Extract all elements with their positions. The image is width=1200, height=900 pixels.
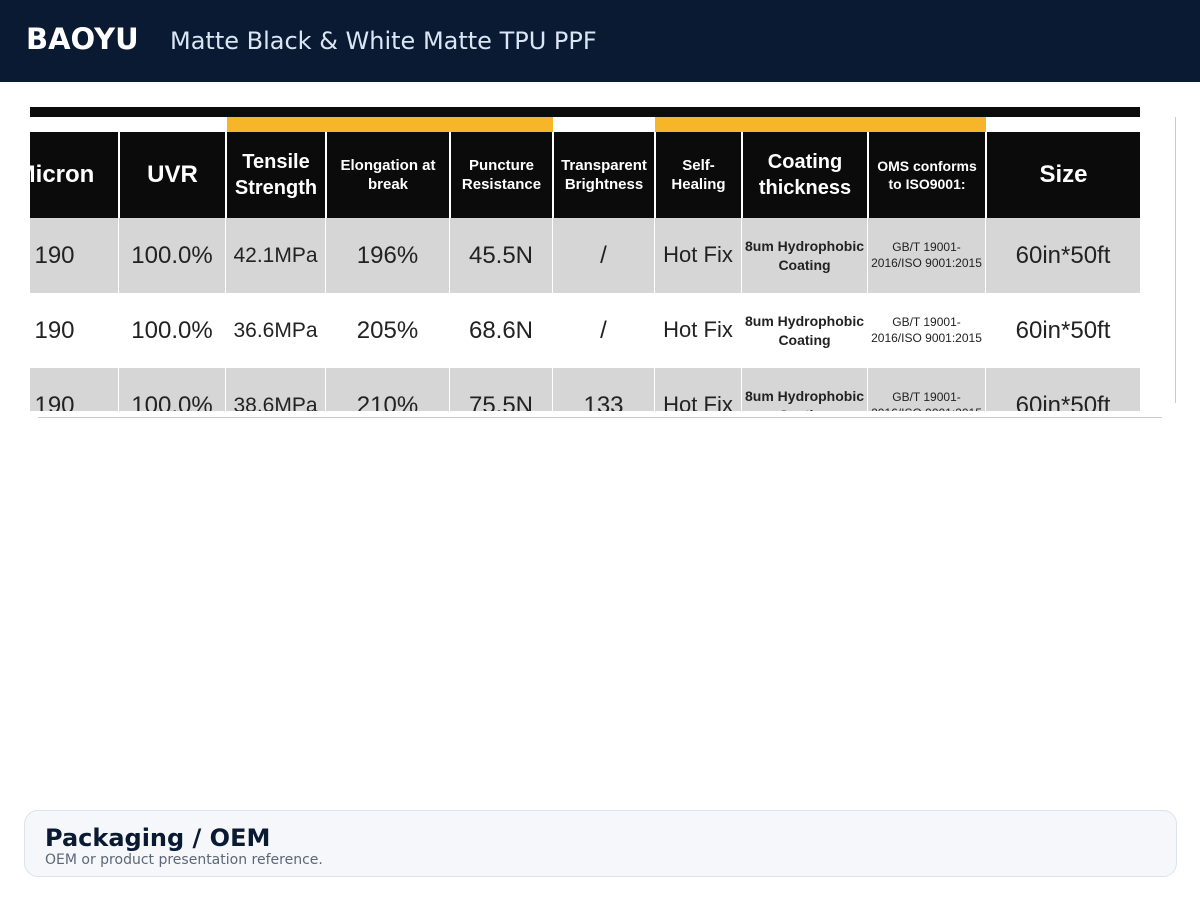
column-header: Self-Healing [656, 132, 741, 218]
table-cell: 8um Hydrophobic Coating [742, 218, 867, 293]
table-cell: 190 [30, 293, 118, 368]
column-header: Puncture Resistance [451, 132, 552, 218]
table-cell: Hot Fix [655, 218, 741, 293]
top-band [30, 107, 1140, 117]
brand[interactable]: BAOYU [26, 22, 139, 56]
accent-band [655, 117, 986, 132]
column-header: Elongation at break [327, 132, 449, 218]
table-cell: 60in*50ft [986, 218, 1140, 293]
table-cell: 68.6N [450, 293, 552, 368]
table-cell: GB/T 19001-2016/ISO 9001:2015 [868, 368, 985, 411]
table-cell: Hot Fix [655, 293, 741, 368]
table-cell: / [553, 293, 654, 368]
table-cell: 75.5N [450, 368, 552, 411]
table-cell: GB/T 19001-2016/ISO 9001:2015 [868, 218, 985, 293]
table-cell: 45.5N [450, 218, 552, 293]
table-cell: 38.6MPa [226, 368, 325, 411]
table-cell: 190 [30, 368, 118, 411]
column-header: Size [987, 132, 1140, 218]
column-header: Coating thickness [743, 132, 867, 218]
table-cell: 36.6MPa [226, 293, 325, 368]
card-title: Packaging / OEM [45, 824, 271, 852]
table-cell: 100.0% [119, 218, 225, 293]
page-title: Matte Black & White Matte TPU PPF [170, 27, 597, 55]
divider [1175, 117, 1176, 403]
table-cell: 8um Hydrophobic Coating [742, 368, 867, 411]
table-cell: 100.0% [119, 293, 225, 368]
accent-band [227, 117, 553, 132]
table-cell: 205% [326, 293, 449, 368]
divider [38, 417, 1162, 418]
table-cell: Hot Fix [655, 368, 741, 411]
table-cell: 196% [326, 218, 449, 293]
table-cell: 60in*50ft [986, 293, 1140, 368]
column-header: Micron [30, 132, 118, 218]
table-cell: 60in*50ft [986, 368, 1140, 411]
column-header: Tensile Strength [227, 132, 325, 218]
table-cell: 42.1MPa [226, 218, 325, 293]
table-cell: / [553, 218, 654, 293]
column-header: OMS conforms to ISO9001: [869, 132, 985, 218]
column-header: UVR [120, 132, 225, 218]
column-header: Transparent Brightness [554, 132, 654, 218]
info-card: Packaging / OEM OEM or product presentat… [24, 810, 1177, 877]
table-cell: 133 [553, 368, 654, 411]
top-bar: BAOYU Matte Black & White Matte TPU PPF [0, 0, 1200, 82]
table-cell: 190 [30, 218, 118, 293]
card-subtitle: OEM or product presentation reference. [45, 852, 323, 868]
table-cell: GB/T 19001-2016/ISO 9001:2015 [868, 293, 985, 368]
table-cell: 100.0% [119, 368, 225, 411]
table-cell: 210% [326, 368, 449, 411]
table-cell: 8um Hydrophobic Coating [742, 293, 867, 368]
